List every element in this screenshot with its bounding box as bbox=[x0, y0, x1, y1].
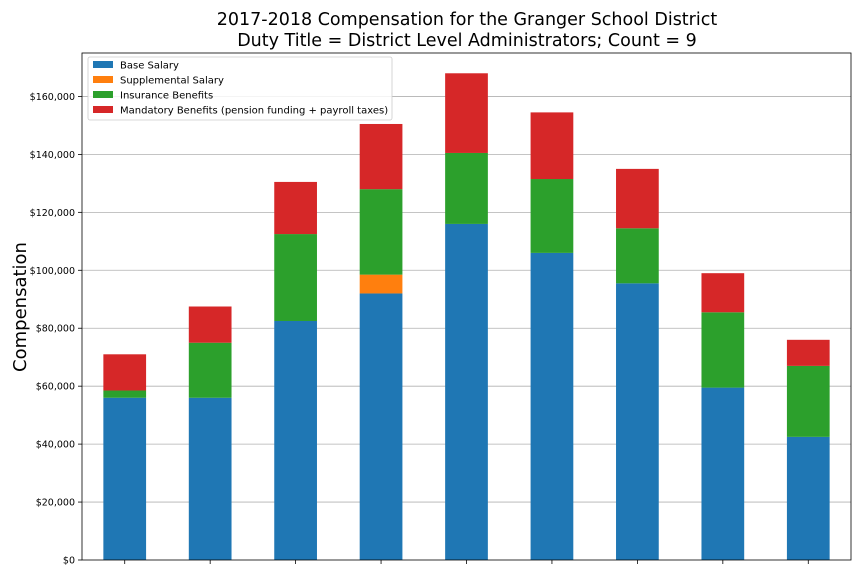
legend-entry: Insurance Benefits bbox=[120, 91, 213, 102]
bar-segment bbox=[530, 179, 574, 253]
bar-segment bbox=[188, 342, 232, 398]
bar-segment bbox=[274, 234, 317, 321]
legend-entry: Base Salary bbox=[120, 61, 179, 72]
bar-segment bbox=[359, 274, 403, 294]
chart-title: 2017-2018 Compensation for the Granger S… bbox=[217, 10, 718, 30]
bar-segment bbox=[445, 223, 488, 560]
bar-segment bbox=[701, 312, 745, 388]
legend-entry: Mandatory Benefits (pension funding + pa… bbox=[120, 106, 388, 117]
bar-segment bbox=[786, 365, 830, 437]
bar-segment bbox=[701, 273, 745, 313]
y-tick-label: $80,000 bbox=[36, 324, 75, 335]
y-axis-label: Compensation bbox=[10, 242, 31, 372]
bar-segment bbox=[445, 152, 488, 224]
y-tick-label: $160,000 bbox=[30, 92, 75, 103]
bar-segment bbox=[103, 397, 147, 560]
y-tick-label: $120,000 bbox=[30, 208, 75, 219]
bar-segment bbox=[445, 73, 488, 153]
legend-swatch bbox=[93, 91, 113, 98]
bar-segment bbox=[188, 397, 232, 560]
bar-segment bbox=[274, 320, 317, 560]
bar-segment bbox=[530, 252, 574, 560]
bar-segment bbox=[103, 354, 147, 391]
y-tick-label: $100,000 bbox=[30, 266, 75, 277]
y-tick-label: $40,000 bbox=[36, 440, 75, 451]
bar-segment bbox=[188, 306, 232, 343]
bar-segment bbox=[701, 387, 745, 560]
bar-segment bbox=[359, 293, 403, 560]
legend-frame bbox=[87, 56, 393, 121]
bar-segment bbox=[359, 123, 403, 190]
legend: Base Salary Supplemental Salary Insurance … bbox=[87, 56, 393, 121]
bars-layer bbox=[103, 73, 830, 560]
legend-entry: Supplemental Salary bbox=[120, 76, 224, 87]
bar-segment bbox=[616, 168, 659, 229]
bar-segment bbox=[786, 436, 830, 560]
bar-segment bbox=[274, 181, 317, 235]
bar-segment bbox=[530, 112, 574, 180]
legend-swatch bbox=[93, 106, 113, 113]
y-tick-label: $20,000 bbox=[36, 498, 75, 509]
y-tick-label: $0 bbox=[63, 556, 75, 567]
legend-swatch bbox=[93, 76, 113, 83]
bar-segment bbox=[616, 283, 659, 560]
ticks-layer: $0 $20,000 $40,000 $60,000 $80,000 $100,000 $1… bbox=[30, 92, 809, 567]
y-tick-label: $60,000 bbox=[36, 382, 75, 393]
bar-segment bbox=[616, 228, 659, 284]
bar-segment bbox=[103, 390, 147, 398]
y-tick-label: $140,000 bbox=[30, 150, 75, 161]
bar-segment bbox=[359, 189, 403, 275]
bar-segment bbox=[786, 339, 830, 366]
chart-subtitle: Duty Title = District Level Administrato… bbox=[237, 31, 697, 51]
legend-swatch bbox=[93, 61, 113, 68]
